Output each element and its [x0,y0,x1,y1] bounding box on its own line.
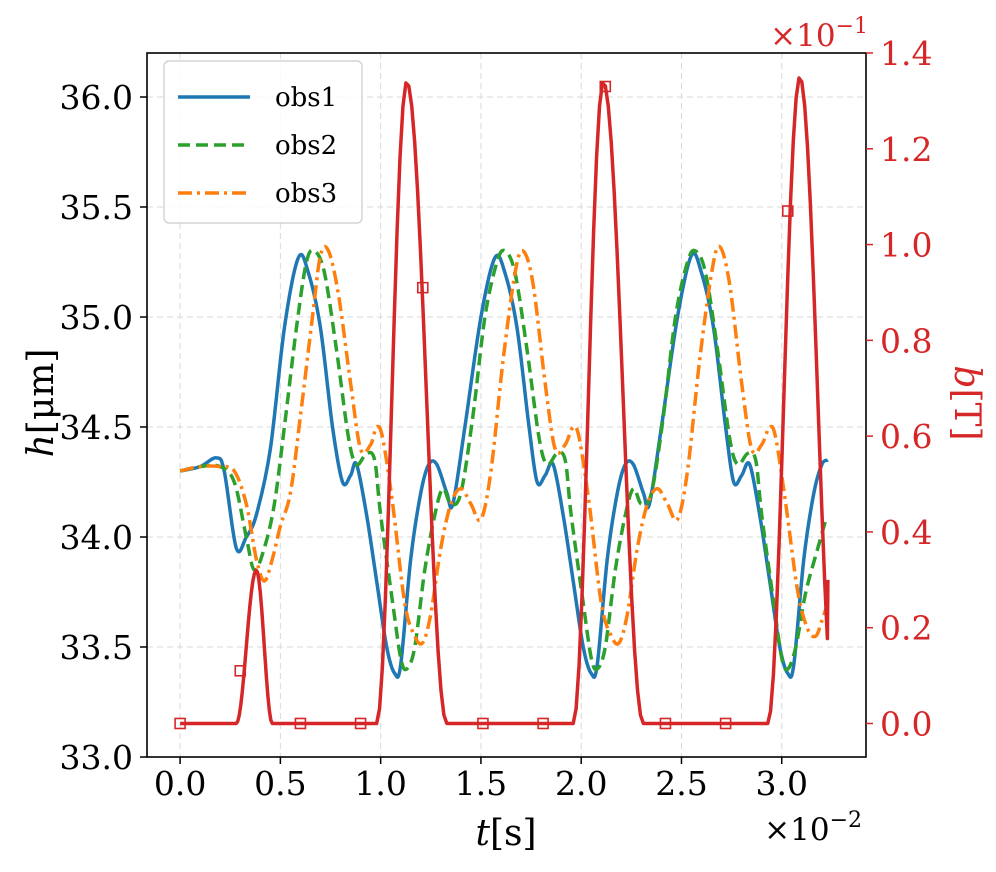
b-marker [537,717,549,730]
left-y-axis-label-var: h [21,434,62,457]
right-y-tick-label: 1.2 [880,130,932,169]
x-tick-label: 1.5 [455,764,507,803]
x-tick-label: 2.0 [555,764,607,803]
left-y-tick-label: 33.5 [60,628,133,667]
left-y-axis-label-unit: [μm] [21,349,62,435]
b-marker [659,717,672,730]
right-y-axis-label-var: b [946,365,987,388]
series-obs2 [179,248,828,672]
x-tick-label: 3.0 [756,764,808,803]
legend-label-obs3: obs3 [275,179,337,209]
x-tick-label: 1.0 [354,764,406,803]
b-marker [354,717,367,730]
b-marker [599,80,612,93]
right-y-axis-label: b[T] [946,365,987,440]
plot-frame [146,52,867,758]
right-y-scale-exponent: −1 [836,14,868,39]
series-obs1 [179,251,829,679]
b-marker [477,717,489,730]
left-y-tick-label: 33.0 [60,738,133,777]
right-y-tick-label: 1.0 [880,226,932,265]
left-y-tick-label: 35.0 [60,298,133,337]
right-y-scale-label: ×10−1 [770,14,868,54]
series-b [180,76,830,726]
right-y-tick-label: 0.0 [880,704,932,743]
left-y-tick-label: 34.5 [60,408,133,447]
right-y-tick-label: 0.4 [880,513,932,552]
b-marker [781,205,794,217]
right-y-scale-base: ×10 [770,18,835,54]
right-y-tick-label: 0.8 [880,321,932,360]
left-y-tick-label: 35.5 [60,188,133,227]
series-layer [174,76,830,730]
legend: obs1 obs2 obs3 [163,60,363,224]
grid [147,53,866,758]
x-scale-exponent: −2 [830,808,862,833]
x-axis-label-unit: [s] [490,813,537,854]
b-marker [416,281,429,294]
right-y-tick-label: 1.4 [880,34,932,73]
x-scale-base: ×10 [764,812,829,848]
x-tick-label: 0.0 [154,764,206,803]
left-y-axis-label: h[μm] [21,349,62,458]
b-marker [174,717,186,730]
x-tick-label: 0.5 [254,764,306,803]
b-marker [234,664,247,677]
x-tick-label: 2.5 [655,764,707,803]
right-y-axis-label-unit: [T] [946,388,987,440]
left-y-tick-label: 36.0 [60,78,133,117]
legend-box [163,60,363,224]
x-axis-label: t[s] [475,813,536,854]
x-scale-label: ×10−2 [764,808,862,848]
legend-label-obs2: obs2 [275,131,337,161]
ticks-layer: 0.0 0.5 1.0 1.5 2.0 2.5 3.0 33.0 33.5 34.0 34.5 35.… [60,34,933,803]
b-marker [294,717,307,730]
series-obs3 [179,244,830,646]
legend-label-obs1: obs1 [275,83,337,113]
left-y-tick-label: 34.0 [60,518,133,557]
right-y-tick-label: 0.6 [880,417,932,456]
right-y-tick-label: 0.2 [880,609,932,648]
b-marker [719,717,732,730]
x-axis-label-var: t [475,813,490,854]
